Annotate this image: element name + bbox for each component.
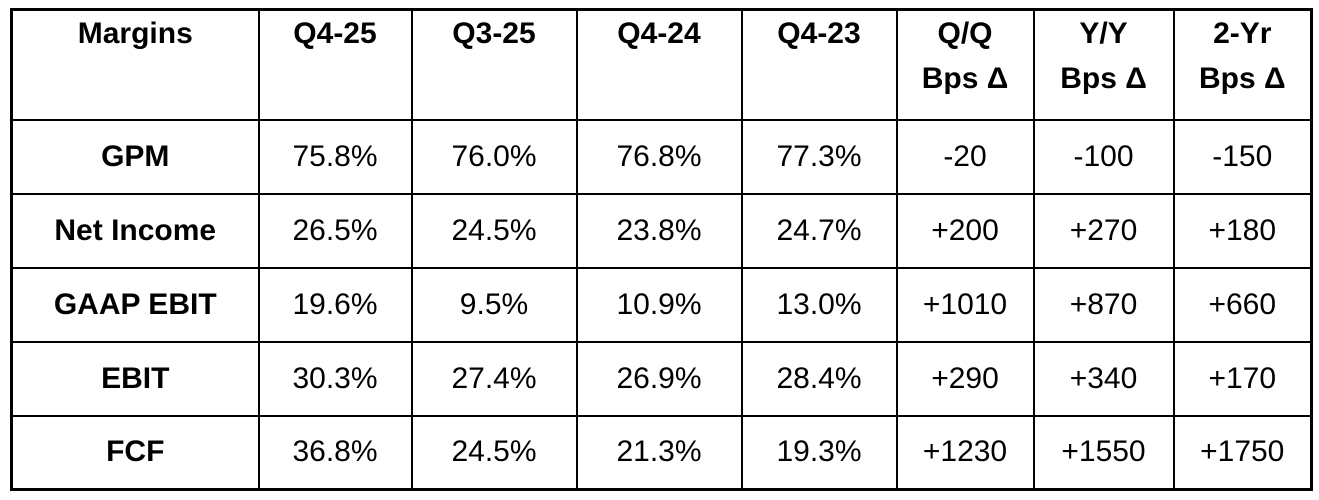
table-cell: 23.8% — [575, 192, 743, 269]
table-cell: 26.5% — [257, 192, 413, 269]
table-cell: 26.9% — [575, 340, 743, 417]
table-cell: +1230 — [895, 414, 1035, 491]
table-cell: 19.3% — [740, 414, 898, 491]
column-header-label: 2-Yr — [1213, 17, 1272, 50]
column-header-qq-bps-delta: Q/Q Bps Δ — [895, 8, 1035, 121]
table-cell: 77.3% — [740, 118, 898, 195]
column-header-q4-25: Q4-25 — [257, 8, 413, 121]
table-cell: 76.0% — [410, 118, 578, 195]
table-cell: 24.7% — [740, 192, 898, 269]
column-header-label: Q4-25 — [293, 17, 377, 50]
column-header-margins: Margins — [10, 8, 260, 121]
column-header-q3-25: Q3-25 — [410, 8, 578, 121]
table-row-gpm: GPM 75.8% 76.0% 76.8% 77.3% -20 -100 -15… — [10, 118, 1313, 195]
table-cell: 24.5% — [410, 192, 578, 269]
table-cell: 21.3% — [575, 414, 743, 491]
table-cell: +170 — [1172, 340, 1313, 417]
table-cell: 30.3% — [257, 340, 413, 417]
table-cell: 24.5% — [410, 414, 578, 491]
column-header-yy-bps-delta: Y/Y Bps Δ — [1032, 8, 1175, 121]
table-cell: 36.8% — [257, 414, 413, 491]
table-cell: +660 — [1172, 266, 1313, 343]
column-header-2yr-bps-delta: 2-Yr Bps Δ — [1172, 8, 1313, 121]
row-header-ebit: EBIT — [10, 340, 260, 417]
table-cell: 75.8% — [257, 118, 413, 195]
row-header-net-income: Net Income — [10, 192, 260, 269]
table-cell: 76.8% — [575, 118, 743, 195]
table-cell: +270 — [1032, 192, 1175, 269]
table-cell: +180 — [1172, 192, 1313, 269]
column-header-label: Margins — [77, 17, 193, 50]
column-header-label: Q/Q — [937, 17, 993, 50]
table-cell: -100 — [1032, 118, 1175, 195]
table-cell: -20 — [895, 118, 1035, 195]
column-header-sublabel: Bps Δ — [1198, 62, 1286, 95]
header-row: Margins Q4-25 Q3-25 Q4-24 Q4-23 Q/Q Bps Δ… — [10, 8, 1313, 121]
column-header-label: Y/Y — [1079, 17, 1128, 50]
column-header-sublabel: Bps Δ — [1060, 62, 1147, 95]
table-cell: 28.4% — [740, 340, 898, 417]
table-cell: +200 — [895, 192, 1035, 269]
table-cell: 19.6% — [257, 266, 413, 343]
column-header-label: Q4-23 — [777, 17, 861, 50]
column-header-label: Q3-25 — [452, 17, 536, 50]
row-header-gpm: GPM — [10, 118, 260, 195]
table-cell: 9.5% — [410, 266, 578, 343]
column-header-label: Q4-24 — [617, 17, 701, 50]
column-header-q4-24: Q4-24 — [575, 8, 743, 121]
table-cell: +290 — [895, 340, 1035, 417]
margins-table: Margins Q4-25 Q3-25 Q4-24 Q4-23 Q/Q Bps Δ… — [10, 8, 1313, 491]
row-header-fcf: FCF — [10, 414, 260, 491]
column-header-q4-23: Q4-23 — [740, 8, 898, 121]
table-row-fcf: FCF 36.8% 24.5% 21.3% 19.3% +1230 +1550 … — [10, 414, 1313, 491]
table-row-net-income: Net Income 26.5% 24.5% 23.8% 24.7% +200 … — [10, 192, 1313, 269]
column-header-sublabel: Bps Δ — [921, 62, 1009, 95]
table-row-ebit: EBIT 30.3% 27.4% 26.9% 28.4% +290 +340 +… — [10, 340, 1313, 417]
table-cell: +1550 — [1032, 414, 1175, 491]
table-cell: 27.4% — [410, 340, 578, 417]
table-cell: +870 — [1032, 266, 1175, 343]
table-row-gaap-ebit: GAAP EBIT 19.6% 9.5% 10.9% 13.0% +1010 +… — [10, 266, 1313, 343]
table-cell: -150 — [1172, 118, 1313, 195]
row-header-gaap-ebit: GAAP EBIT — [10, 266, 260, 343]
table-cell: +1750 — [1172, 414, 1313, 491]
table-cell: +1010 — [895, 266, 1035, 343]
table-cell: 13.0% — [740, 266, 898, 343]
table-cell: 10.9% — [575, 266, 743, 343]
table-cell: +340 — [1032, 340, 1175, 417]
